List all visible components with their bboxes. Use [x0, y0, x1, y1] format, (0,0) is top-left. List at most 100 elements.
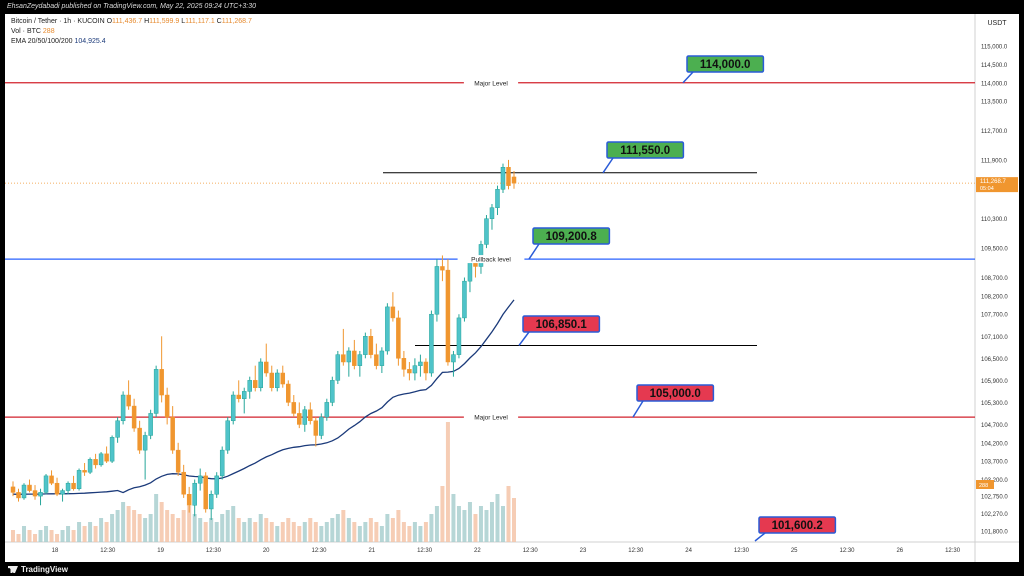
candle-body — [258, 361, 263, 388]
candle-body — [297, 413, 302, 425]
candle-body — [93, 459, 98, 466]
candle-body — [38, 492, 43, 497]
x-tick-label: 12:30 — [100, 548, 116, 554]
volume-bar — [121, 502, 126, 542]
pullback-level-label-bg — [457, 255, 525, 264]
y-tick-label: 104,700.0 — [981, 423, 1008, 429]
candle-body — [115, 420, 120, 438]
candle-body — [264, 361, 269, 374]
candle-body — [330, 380, 335, 403]
x-tick-label: 12:30 — [523, 548, 539, 554]
candle-body — [429, 313, 434, 374]
callout-label: 105,000.0 — [650, 388, 701, 400]
volume-bar — [247, 518, 252, 542]
callout-box — [758, 516, 837, 534]
volume-bar — [440, 486, 445, 542]
x-tick-label: 26 — [896, 548, 903, 554]
candle-body — [104, 453, 109, 462]
candle-body — [120, 394, 126, 422]
volume-bar — [500, 506, 505, 542]
candle-body — [142, 435, 148, 451]
x-tick-label: 12:30 — [206, 548, 222, 554]
candle-body — [456, 317, 462, 355]
x-tick-label: 23 — [580, 548, 587, 554]
candle-body — [54, 482, 60, 495]
symbol-name: Bitcoin / Tether · 1h · KUCOIN — [11, 18, 105, 25]
candle-body — [412, 365, 418, 374]
volume-bar — [462, 510, 467, 542]
candle-body — [181, 471, 186, 495]
pullback-level-label: Pullback level — [471, 257, 511, 264]
open-label: O — [106, 18, 113, 25]
callout-label: 101,600.2 — [772, 520, 823, 532]
y-tick-label: 105,300.0 — [981, 401, 1008, 407]
candle-body — [269, 372, 275, 388]
candle-body — [148, 413, 153, 436]
candle-body — [27, 484, 32, 491]
candle-body — [192, 482, 197, 506]
volume-bar — [434, 506, 439, 542]
volume-bar — [82, 526, 87, 542]
y-tick-label: 115,000.0 — [981, 45, 1008, 51]
volume-bar — [390, 518, 395, 542]
volume-bar — [401, 522, 406, 542]
candle-body — [225, 420, 230, 451]
y-tick-label: 108,700.0 — [981, 276, 1008, 282]
volume-bar — [214, 522, 219, 542]
candle-body — [175, 449, 181, 473]
chart-panel[interactable]: USDT 115,000.0 114,500.0 114,000.0 113,500.0… — [5, 14, 1019, 562]
callout-pointer — [518, 331, 530, 346]
candle-body — [43, 475, 49, 493]
candle-body — [170, 416, 175, 451]
callout-pointer — [528, 243, 540, 260]
volume-line: Vol · BTC 288 — [11, 27, 55, 36]
volume-bar — [280, 522, 285, 542]
volume-bar — [33, 534, 38, 542]
tradingview-logo-icon — [8, 566, 18, 573]
volume-bar — [368, 518, 373, 542]
volume-bar — [88, 522, 93, 542]
volume-bar — [308, 518, 313, 542]
volume-bar — [16, 534, 21, 542]
volume-bar — [506, 486, 511, 542]
callout-label: 114,000.0 — [700, 59, 751, 71]
candle-body — [440, 266, 445, 271]
volume-bar — [71, 530, 76, 542]
low-value: 111,117.1 — [185, 18, 215, 25]
candle-body — [109, 437, 115, 462]
x-tick-label: 22 — [474, 548, 481, 554]
y-tick-label: 108,200.0 — [981, 294, 1008, 300]
candle-body — [65, 482, 71, 491]
volume-bar — [115, 510, 120, 542]
candle-body — [252, 380, 258, 388]
x-tick-label: 24 — [685, 548, 692, 554]
tradingview-brand[interactable]: TradingView — [8, 565, 68, 574]
price-chart[interactable]: USDT 115,000.0 114,500.0 114,000.0 113,500.0… — [5, 14, 1019, 562]
candle-body — [313, 420, 319, 436]
major-level-label-bottom: Major Level — [474, 415, 508, 422]
volume-bar — [363, 522, 368, 542]
y-tick-label: 105,900.0 — [981, 379, 1008, 385]
x-tick-label: 12:30 — [628, 548, 644, 554]
candle-body — [423, 361, 429, 374]
volume-bar — [66, 526, 71, 542]
volume-bar — [187, 506, 192, 542]
brand-label: TradingView — [21, 565, 68, 574]
y-tick-label: 111,900.0 — [981, 158, 1007, 164]
volume-bar — [170, 514, 175, 542]
callout-box — [636, 384, 715, 402]
volume-bar — [225, 510, 230, 542]
x-tick-label: 19 — [157, 548, 164, 554]
volume-bar — [93, 526, 98, 542]
candle-body — [32, 490, 38, 497]
candle-body — [434, 266, 440, 315]
major-level-label-top-bg — [463, 78, 519, 87]
x-tick-label: 25 — [791, 548, 798, 554]
volume-bar — [396, 510, 401, 542]
callout-label: 111,550.0 — [620, 145, 670, 157]
y-tick-label: 113,500.0 — [981, 100, 1008, 106]
volume-bar — [55, 534, 60, 542]
volume-bar — [297, 526, 302, 542]
candle-body — [467, 262, 473, 282]
candle-body — [357, 354, 363, 366]
